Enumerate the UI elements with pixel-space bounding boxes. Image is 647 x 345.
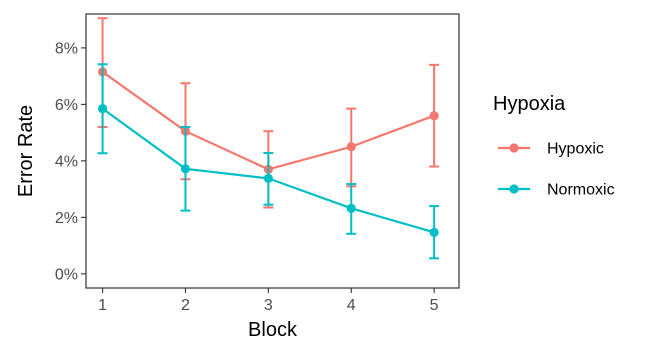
plot-panel (85, 13, 460, 289)
legend-title: Hypoxia (493, 93, 566, 115)
legend-label: Normoxic (547, 182, 615, 199)
x-tick-label: 2 (181, 297, 190, 314)
y-axis-title: Error Rate (15, 105, 37, 197)
data-point (346, 203, 356, 213)
x-tick-label: 1 (98, 297, 107, 314)
series-layer (97, 17, 440, 260)
axes: 0% 2% 4% 6% 8% 1 2 3 4 5 (55, 40, 439, 314)
series-normoxic (97, 63, 440, 260)
x-tick-label: 4 (347, 297, 356, 314)
legend-key-point (509, 143, 519, 153)
y-tick-label: 2% (55, 210, 78, 227)
y-tick-label: 4% (55, 153, 78, 170)
legend-key-point (509, 184, 519, 194)
y-tick-label: 0% (55, 266, 78, 283)
data-point (180, 164, 191, 174)
legend-label: Hypoxic (547, 141, 604, 158)
data-point (346, 142, 356, 152)
x-axis-title: Block (248, 319, 298, 341)
data-point (429, 227, 439, 237)
legend-item-hypoxic: Hypoxic (498, 141, 604, 158)
legend: Hypoxia Hypoxic Normoxic (493, 93, 615, 199)
y-tick-label: 8% (55, 40, 78, 57)
y-tick-label: 6% (55, 97, 78, 114)
data-point (97, 104, 108, 114)
legend-item-normoxic: Normoxic (498, 182, 615, 199)
data-point (263, 173, 273, 183)
x-tick-label: 5 (430, 297, 439, 314)
data-point (429, 111, 439, 121)
x-tick-label: 3 (264, 297, 273, 314)
